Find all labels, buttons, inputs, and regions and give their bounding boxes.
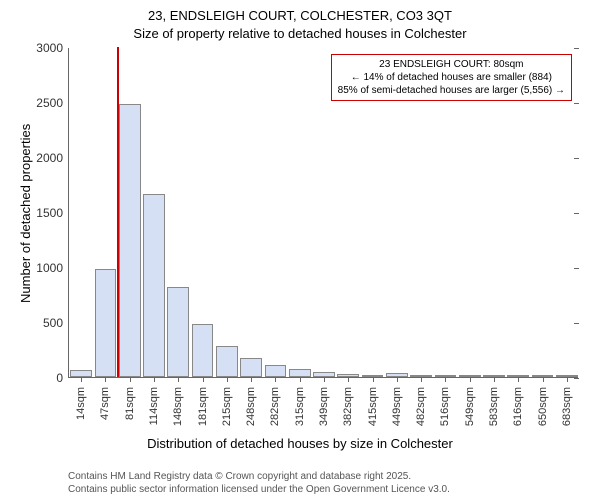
y-tick-mark bbox=[574, 48, 579, 49]
y-tick-label: 1500 bbox=[36, 206, 69, 220]
y-tick-label: 2000 bbox=[36, 151, 69, 165]
x-tick-mark bbox=[105, 377, 106, 382]
x-tick-mark bbox=[203, 377, 204, 382]
x-tick-mark bbox=[543, 377, 544, 382]
x-tick-label: 549sqm bbox=[464, 383, 476, 426]
x-tick-label: 114sqm bbox=[148, 383, 160, 425]
chart-title-line1: 23, ENDSLEIGH COURT, COLCHESTER, CO3 3QT bbox=[0, 8, 600, 23]
x-tick-mark bbox=[445, 377, 446, 382]
footer-copyright: Contains HM Land Registry data © Crown c… bbox=[68, 471, 411, 482]
x-tick-mark bbox=[421, 377, 422, 382]
footer-licence: Contains public sector information licen… bbox=[68, 484, 450, 495]
y-tick-mark bbox=[574, 213, 579, 214]
x-tick-label: 516sqm bbox=[439, 383, 451, 426]
bar bbox=[240, 358, 262, 377]
x-tick-mark bbox=[324, 377, 325, 382]
x-tick-mark bbox=[275, 377, 276, 382]
y-tick-mark bbox=[574, 158, 579, 159]
bar bbox=[143, 194, 165, 377]
y-tick-label: 3000 bbox=[36, 41, 69, 55]
chart-container: 23, ENDSLEIGH COURT, COLCHESTER, CO3 3QT… bbox=[0, 0, 600, 500]
y-tick-mark bbox=[574, 323, 579, 324]
x-tick-label: 148sqm bbox=[172, 383, 184, 426]
chart-title-line2: Size of property relative to detached ho… bbox=[0, 26, 600, 41]
bar bbox=[192, 324, 214, 377]
x-tick-label: 215sqm bbox=[221, 383, 233, 426]
x-tick-label: 81sqm bbox=[124, 383, 136, 420]
x-tick-mark bbox=[373, 377, 374, 382]
x-tick-mark bbox=[470, 377, 471, 382]
x-tick-label: 449sqm bbox=[391, 383, 403, 426]
x-tick-mark bbox=[567, 377, 568, 382]
x-tick-mark bbox=[494, 377, 495, 382]
x-tick-label: 415sqm bbox=[367, 383, 379, 426]
x-tick-mark bbox=[348, 377, 349, 382]
property-marker-line bbox=[117, 47, 119, 377]
x-tick-mark bbox=[251, 377, 252, 382]
x-axis-label: Distribution of detached houses by size … bbox=[0, 436, 600, 451]
bar bbox=[289, 369, 311, 377]
annotation-line3: 85% of semi-detached houses are larger (… bbox=[338, 84, 565, 97]
x-tick-label: 650sqm bbox=[537, 383, 549, 426]
bar bbox=[216, 346, 238, 377]
x-tick-mark bbox=[154, 377, 155, 382]
annotation-box: 23 ENDSLEIGH COURT: 80sqm← 14% of detach… bbox=[331, 54, 572, 101]
y-tick-mark bbox=[574, 103, 579, 104]
annotation-line1: 23 ENDSLEIGH COURT: 80sqm bbox=[338, 58, 565, 71]
x-tick-label: 14sqm bbox=[75, 383, 87, 420]
y-tick-label: 1000 bbox=[36, 261, 69, 275]
bar bbox=[119, 104, 141, 377]
y-axis-label: Number of detached properties bbox=[18, 124, 33, 303]
x-tick-label: 181sqm bbox=[197, 383, 209, 426]
x-tick-label: 282sqm bbox=[269, 383, 281, 426]
y-tick-mark bbox=[574, 378, 579, 379]
x-tick-mark bbox=[227, 377, 228, 382]
x-tick-label: 382sqm bbox=[342, 383, 354, 426]
x-tick-mark bbox=[81, 377, 82, 382]
y-tick-label: 500 bbox=[43, 316, 69, 330]
annotation-line2: ← 14% of detached houses are smaller (88… bbox=[338, 71, 565, 84]
x-tick-label: 315sqm bbox=[294, 383, 306, 426]
x-tick-label: 47sqm bbox=[99, 383, 111, 420]
y-tick-label: 0 bbox=[56, 371, 69, 385]
bar bbox=[167, 287, 189, 377]
y-tick-mark bbox=[574, 268, 579, 269]
x-tick-mark bbox=[178, 377, 179, 382]
x-tick-label: 248sqm bbox=[245, 383, 257, 426]
x-tick-mark bbox=[518, 377, 519, 382]
x-tick-label: 349sqm bbox=[318, 383, 330, 426]
x-tick-mark bbox=[397, 377, 398, 382]
bar bbox=[70, 370, 92, 377]
bar bbox=[265, 365, 287, 377]
x-tick-label: 683sqm bbox=[561, 383, 573, 426]
x-tick-label: 616sqm bbox=[512, 383, 524, 426]
x-tick-label: 583sqm bbox=[488, 383, 500, 426]
plot-area: 05001000150020002500300014sqm47sqm81sqm1… bbox=[68, 48, 578, 378]
bar bbox=[95, 269, 117, 377]
x-tick-mark bbox=[130, 377, 131, 382]
x-tick-label: 482sqm bbox=[415, 383, 427, 426]
x-tick-mark bbox=[300, 377, 301, 382]
y-tick-label: 2500 bbox=[36, 96, 69, 110]
